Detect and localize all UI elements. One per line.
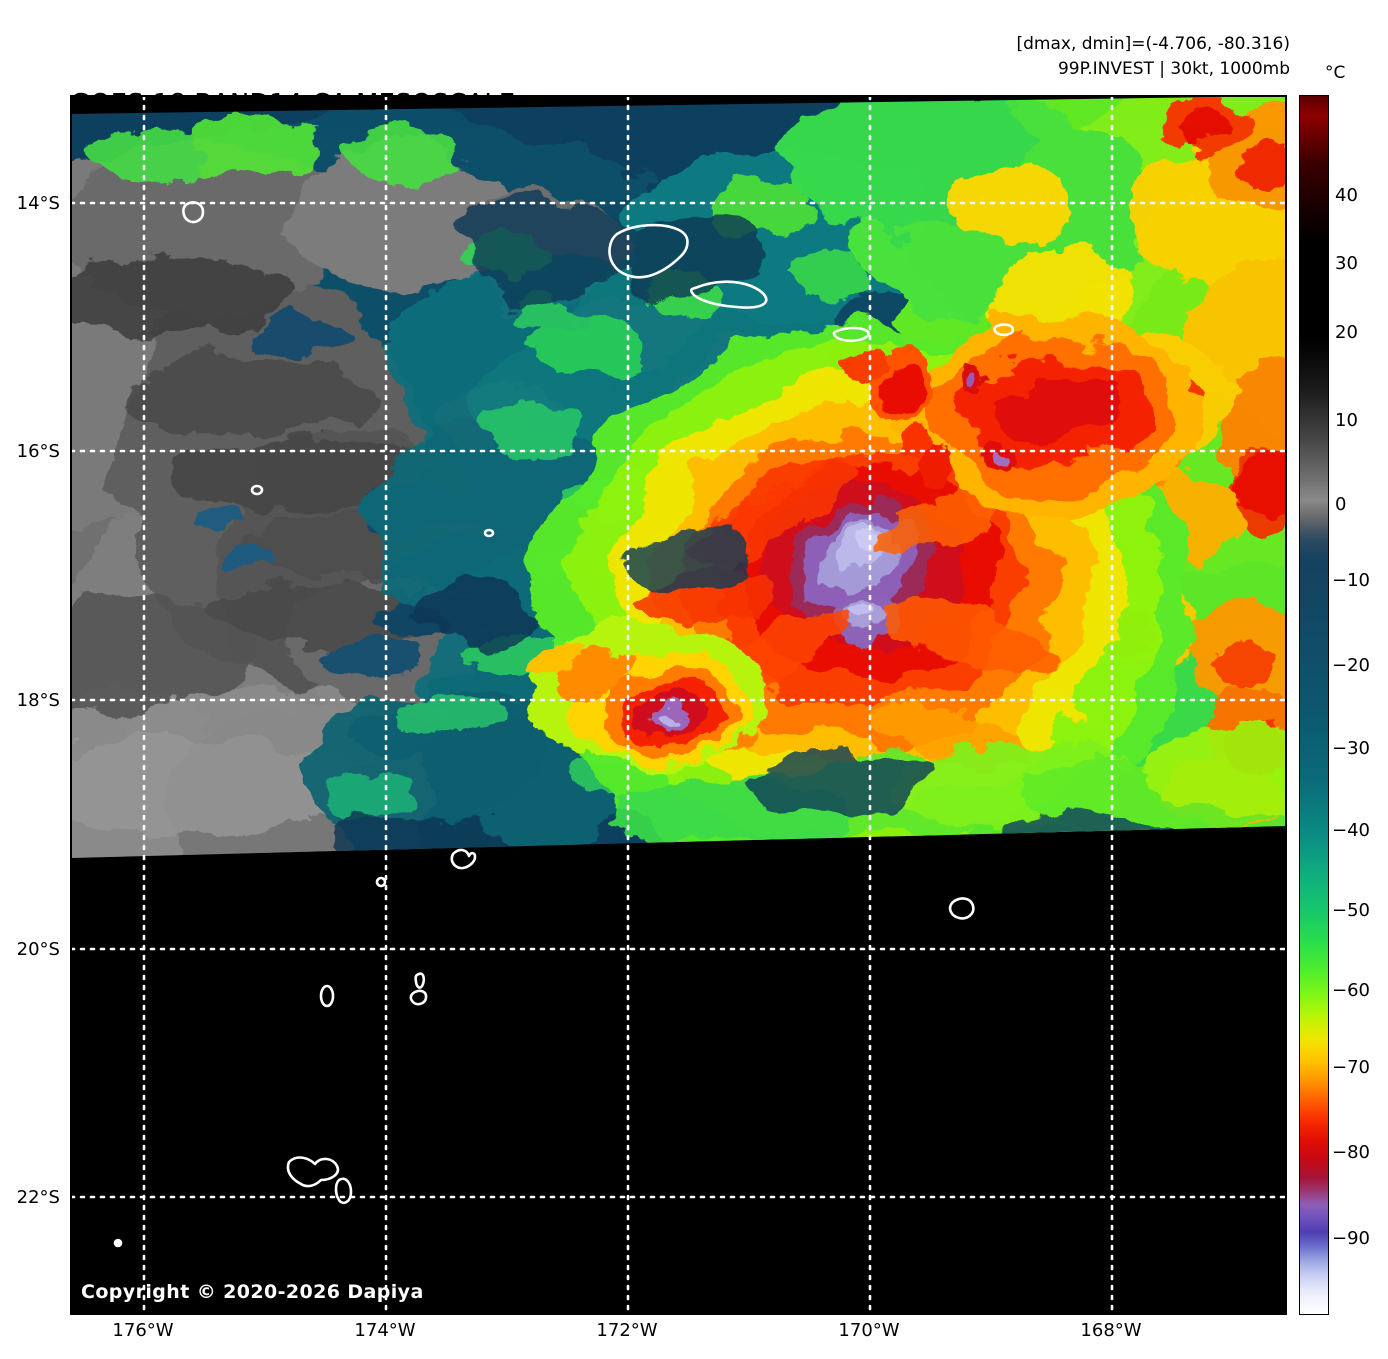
- cbar-tick-0: 0: [1335, 494, 1347, 515]
- cbar-tick-minus20: −20: [1332, 655, 1370, 676]
- lat-tick-18s: 18°S: [16, 690, 60, 711]
- cbar-tick-30: 30: [1335, 253, 1358, 274]
- secondary-convective-burst: [529, 626, 771, 766]
- metadata-block: [dmax, dmin]=(-4.706, -80.316) 99P.INVES…: [1017, 32, 1291, 81]
- cbar-tick-40: 40: [1335, 185, 1358, 206]
- cbar-tick-10: 10: [1335, 410, 1358, 431]
- cbar-tick-20: 20: [1335, 322, 1358, 343]
- island-coastlines: [113, 201, 1015, 1248]
- lon-tick-172w: 172°W: [596, 1320, 658, 1341]
- dmax-dmin-label: [dmax, dmin]=(-4.706, -80.316): [1016, 34, 1291, 54]
- lat-tick-14s: 14°S: [16, 193, 60, 214]
- cbar-tick-minus50: −50: [1332, 900, 1370, 921]
- storm-info-label: 99P.INVEST | 30kt, 1000mb: [1057, 58, 1290, 79]
- colorbar-unit-label: °C: [1325, 63, 1346, 83]
- lat-lon-graticule: [71, 96, 1286, 1314]
- lon-tick-176w: 176°W: [112, 1320, 174, 1341]
- cbar-tick-minus40: −40: [1332, 820, 1370, 841]
- ir-data-swath: [71, 96, 1286, 858]
- cbar-tick-minus10: −10: [1332, 570, 1370, 591]
- lon-tick-170w: 170°W: [838, 1320, 900, 1341]
- cbar-tick-minus80: −80: [1332, 1142, 1370, 1163]
- lat-tick-16s: 16°S: [16, 441, 60, 462]
- temperature-colorbar[interactable]: [1299, 95, 1329, 1315]
- lon-tick-168w: 168°W: [1080, 1320, 1142, 1341]
- lat-tick-22s: 22°S: [16, 1187, 60, 1208]
- infrared-brightness-temperature-map: [71, 96, 1286, 1314]
- satellite-image-plot[interactable]: Copyright © 2020-2026 Dapiya: [70, 95, 1287, 1315]
- lon-tick-174w: 174°W: [354, 1320, 416, 1341]
- cbar-tick-minus70: −70: [1332, 1057, 1370, 1078]
- cbar-tick-minus60: −60: [1332, 980, 1370, 1001]
- cbar-tick-minus90: −90: [1332, 1228, 1370, 1249]
- cbar-tick-minus30: −30: [1332, 738, 1370, 759]
- lat-tick-20s: 20°S: [16, 939, 60, 960]
